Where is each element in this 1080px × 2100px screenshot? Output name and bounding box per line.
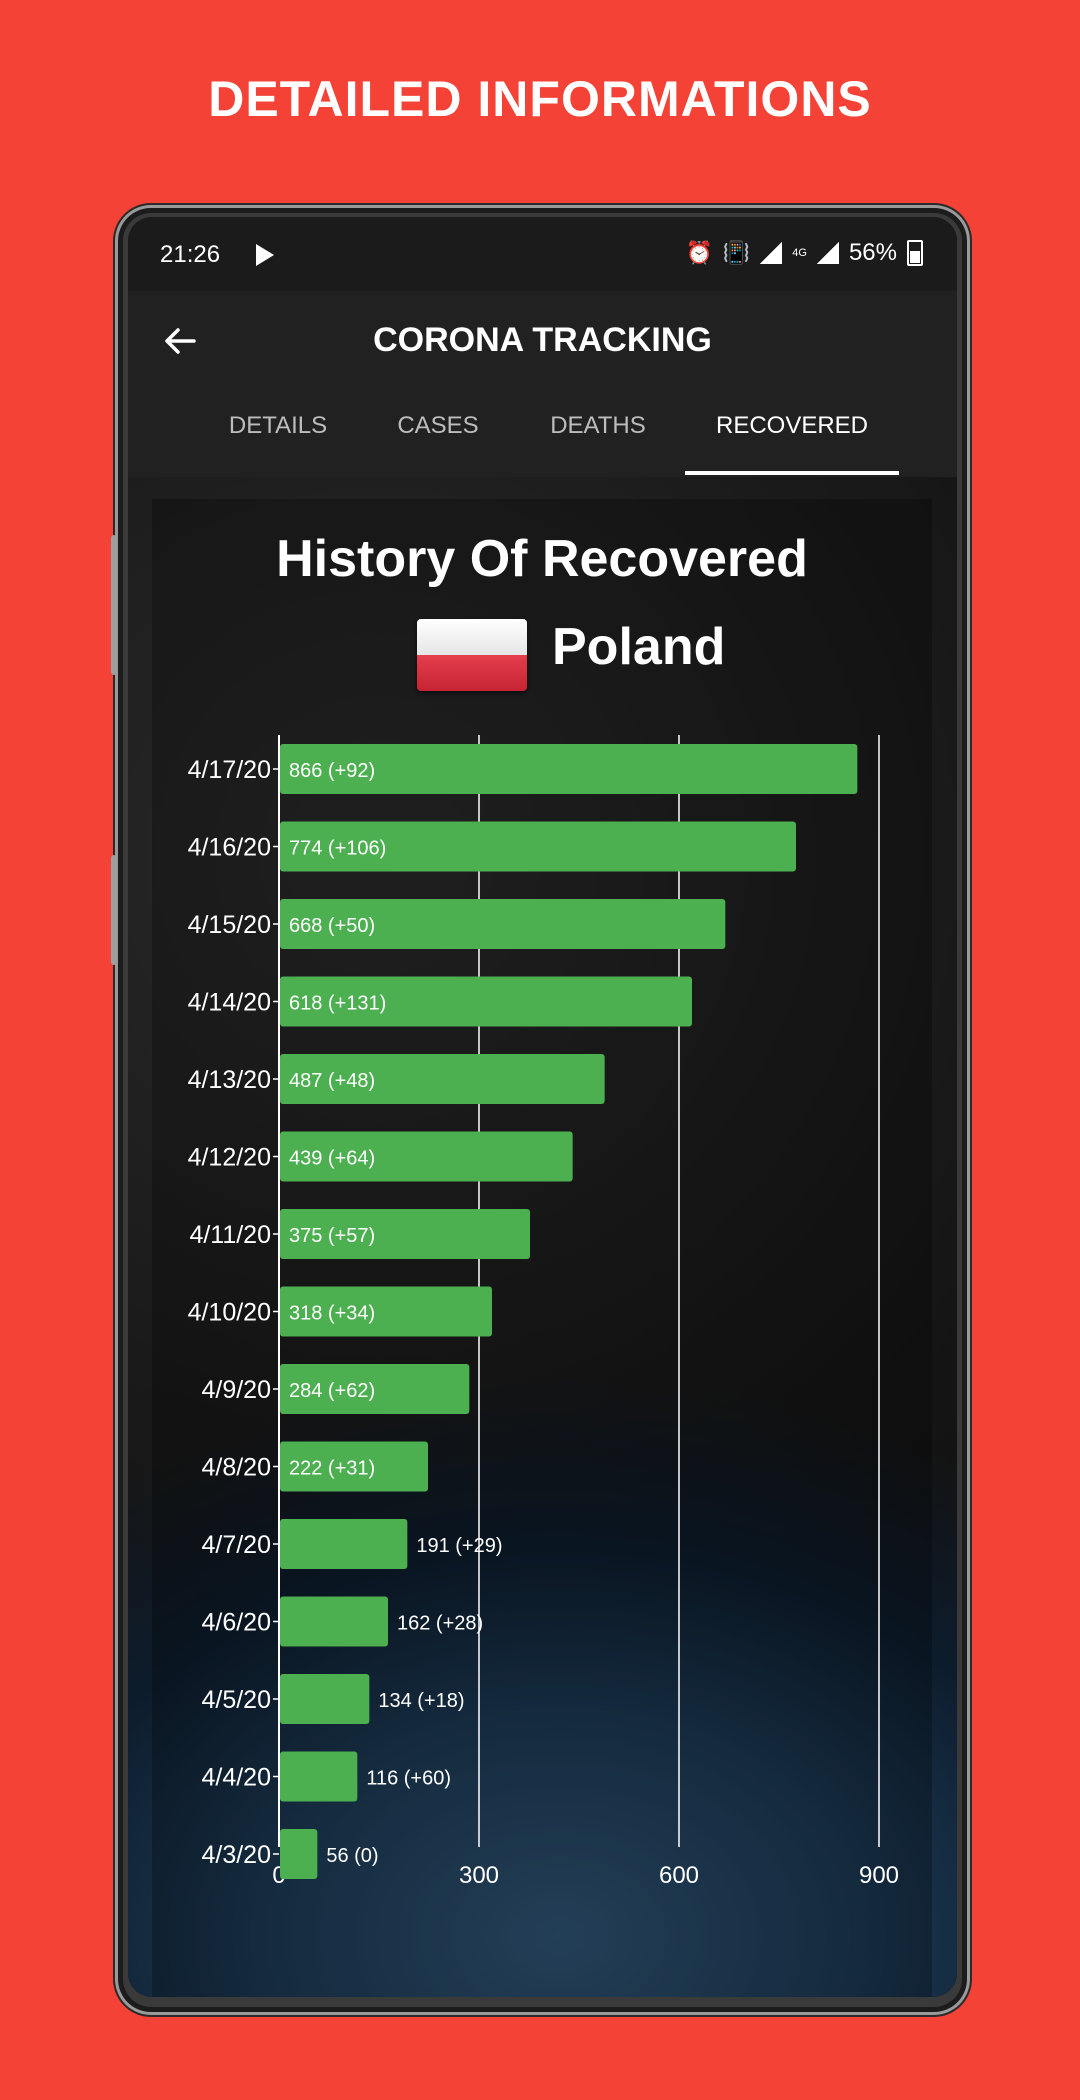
bar [280,1131,573,1182]
app-title: CORONA TRACKING [373,321,712,359]
y-tick-label: 4/6/20 [201,1609,271,1637]
data-label: 191 (+29) [416,1535,502,1557]
data-label: 162 (+28) [397,1613,483,1635]
data-label: 56 (0) [326,1845,378,1867]
x-tick-label: 600 [659,1862,699,1889]
bar [280,976,692,1027]
x-tick-label: 900 [859,1862,899,1889]
y-tick-label: 4/9/20 [201,1376,271,1404]
bar [280,1751,358,1802]
power-button [111,855,117,965]
battery-percent: 56% [848,239,897,266]
chart-card: History Of Recovered Poland 0 300 600 900 4/… [152,499,932,1997]
bar [280,1209,530,1259]
data-label: 618 (+131) [289,993,386,1015]
y-tick-label: 4/7/20 [201,1531,271,1559]
phone-frame: 21:26 ⏰ 📳 4G 56% CORONA TRACKING DETAILS… [111,205,970,2015]
status-icons: ⏰ 📳 4G 56% [685,239,923,267]
status-bar: 21:26 ⏰ 📳 4G 56% [128,217,957,291]
bar [280,1286,492,1337]
y-tick-label: 4/11/20 [189,1221,271,1249]
y-tick-label: 4/12/20 [188,1144,271,1172]
bar [280,1441,428,1492]
bar [280,1364,470,1414]
tab-bar: DETAILS CASES DEATHS RECOVERED [128,403,957,477]
alarm-icon: ⏰ [685,240,713,265]
signal-icon [760,242,783,264]
data-label: 116 (+60) [366,1768,451,1790]
x-tick-label: 300 [459,1862,499,1889]
tab-recovered[interactable]: RECOVERED [715,412,869,439]
y-tick-label: 4/16/20 [188,834,271,862]
data-label: 318 (+34) [289,1303,375,1325]
active-tab-indicator [685,471,899,475]
data-label: 134 (+18) [378,1690,464,1712]
status-time: 21:26 [160,241,221,268]
y-tick-label: 4/3/20 [201,1841,271,1869]
bar [280,821,796,872]
data-label: 668 (+50) [289,915,375,937]
data-label: 284 (+62) [289,1380,375,1402]
promo-title: DETAILED INFORMATIONS [208,71,872,127]
y-tick-label: 4/10/20 [188,1299,271,1327]
data-label: 866 (+92) [289,760,375,782]
volume-button [111,535,117,675]
app-bar: CORONA TRACKING DETAILS CASES DEATHS REC… [128,291,957,477]
back-arrow-icon[interactable] [160,321,200,361]
chart-title: History Of Recovered [276,530,808,588]
data-label: 222 (+31) [289,1458,375,1480]
y-tick-label: 4/13/20 [188,1066,271,1094]
network-type-icon: 4G [792,247,807,259]
vibrate-icon: 📳 [722,240,751,265]
content-area: History Of Recovered Poland 0 300 600 900 4/… [128,477,957,1997]
bar [280,1519,408,1569]
data-label: 375 (+57) [289,1225,375,1247]
play-store-icon [256,244,274,266]
tab-cases[interactable]: CASES [397,412,479,439]
y-tick-label: 4/4/20 [201,1764,271,1792]
tab-details[interactable]: DETAILS [228,412,328,439]
country-name: Poland [552,618,726,676]
poland-flag-icon [417,619,527,691]
bar [280,1596,388,1647]
bar [280,744,858,794]
battery-icon [907,240,923,266]
phone-screen: 21:26 ⏰ 📳 4G 56% CORONA TRACKING DETAILS… [128,217,957,1997]
y-tick-label: 4/5/20 [201,1686,271,1714]
bar [280,1674,370,1724]
data-label: 487 (+48) [289,1070,375,1092]
data-label: 439 (+64) [289,1148,375,1170]
bar [280,1829,318,1879]
tab-deaths[interactable]: DEATHS [550,412,646,439]
y-tick-label: 4/17/20 [188,756,271,784]
bar [280,1054,605,1104]
data-label: 774 (+106) [289,838,386,860]
y-tick-label: 4/14/20 [188,989,271,1017]
bar [280,899,726,949]
y-tick-label: 4/8/20 [201,1454,271,1482]
signal-4g-icon [816,242,839,264]
y-tick-label: 4/15/20 [188,911,271,939]
